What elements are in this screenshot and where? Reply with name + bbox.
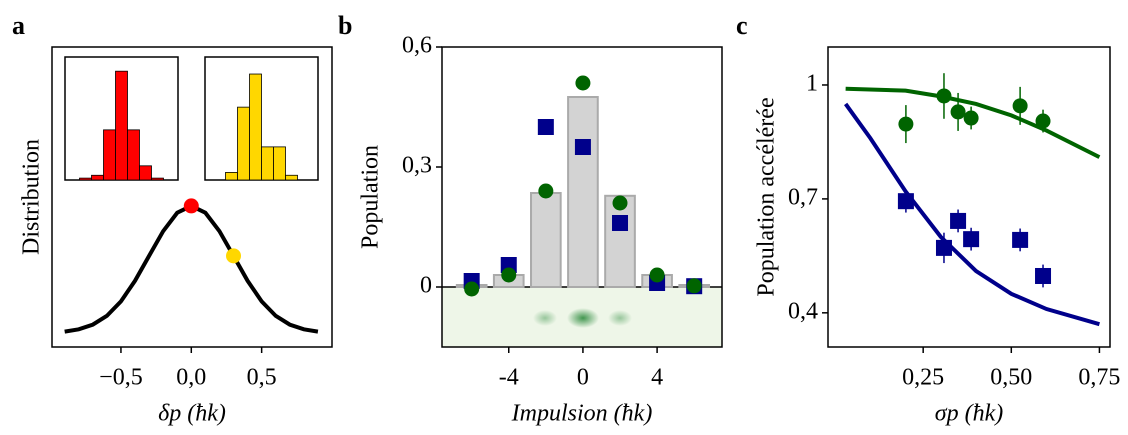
inset-bar xyxy=(127,129,140,181)
axes-frame xyxy=(827,46,1111,348)
fit-curve xyxy=(845,86,1101,159)
panel-label: a xyxy=(12,11,25,40)
square-marker xyxy=(612,215,629,231)
circle-marker xyxy=(575,75,591,91)
y-tick-label: 0,4 xyxy=(788,298,818,324)
y-tick-label: 0 xyxy=(420,273,432,299)
square-marker xyxy=(963,231,980,248)
y-axis-label: Distribution xyxy=(19,139,45,255)
bar xyxy=(530,192,562,288)
image-blob xyxy=(608,310,632,326)
circle-marker xyxy=(1035,113,1051,129)
bar xyxy=(604,194,636,288)
inset-bar xyxy=(285,174,298,181)
inset-bar xyxy=(91,174,104,181)
square-marker xyxy=(950,212,967,229)
circle-marker xyxy=(464,281,480,297)
circle-marker xyxy=(1012,98,1028,114)
inset-bar xyxy=(237,106,250,181)
image-blob xyxy=(533,310,557,326)
square-marker xyxy=(1012,231,1029,248)
fit-curve xyxy=(844,102,1100,327)
inset-bar xyxy=(139,165,152,181)
inset-bar xyxy=(261,146,274,181)
y-tick-label: 0,3 xyxy=(402,153,432,179)
point xyxy=(226,248,242,264)
x-tick-label: 0,25 xyxy=(902,365,944,391)
axes-frame xyxy=(441,46,723,348)
square-marker xyxy=(897,193,914,210)
inset-bar xyxy=(103,129,116,181)
x-tick-label: 4 xyxy=(651,365,663,391)
circle-marker xyxy=(538,183,554,199)
circle-marker xyxy=(501,267,517,283)
inset-bar xyxy=(115,70,128,181)
x-axis-label: Impulsion (ħk) xyxy=(511,401,653,427)
square-marker xyxy=(574,139,591,155)
inset-bar xyxy=(249,73,262,181)
y-tick-label: 1 xyxy=(806,70,818,96)
y-axis-label: Population xyxy=(358,145,384,249)
square-marker xyxy=(537,119,554,135)
inset-bar xyxy=(79,177,92,181)
circle-marker xyxy=(963,110,979,126)
y-tick-label: 0,6 xyxy=(402,33,432,59)
bar xyxy=(567,96,599,288)
x-tick-label: −0,5 xyxy=(99,365,143,391)
x-axis-label: δp (ħk) xyxy=(158,401,226,427)
square-marker xyxy=(1035,267,1052,284)
circle-marker xyxy=(649,267,665,283)
x-tick-label: 0,50 xyxy=(990,365,1032,391)
x-tick-label: -4 xyxy=(499,365,519,391)
panel-label: c xyxy=(736,11,748,40)
axes-frame xyxy=(51,46,333,348)
circle-marker xyxy=(936,88,952,104)
circle-marker xyxy=(686,278,702,294)
inset-bar xyxy=(273,146,286,181)
inset-bar xyxy=(151,177,164,181)
y-axis-label: Population accélérée xyxy=(754,97,780,296)
y-tick-label: 0,7 xyxy=(788,184,818,210)
x-tick-label: 0 xyxy=(577,365,589,391)
circle-marker xyxy=(950,104,966,120)
x-axis-label: σp (ħk) xyxy=(935,401,1003,427)
x-tick-label: 0,75 xyxy=(1078,365,1120,391)
circle-marker xyxy=(898,116,914,132)
distribution-curve xyxy=(64,203,319,334)
inset-bar xyxy=(225,172,238,181)
square-marker xyxy=(935,239,952,256)
point xyxy=(183,198,199,214)
image-blob xyxy=(567,308,599,328)
x-tick-label: 0,5 xyxy=(247,365,277,391)
panel-label: b xyxy=(338,11,352,40)
x-tick-label: 0,0 xyxy=(176,365,206,391)
circle-marker xyxy=(612,195,628,211)
